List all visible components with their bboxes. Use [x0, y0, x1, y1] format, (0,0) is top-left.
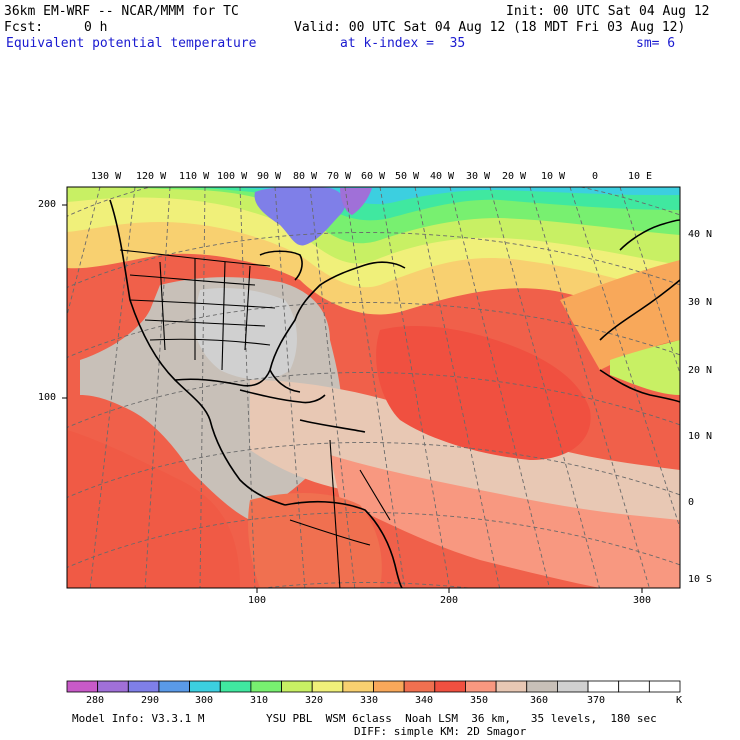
- colorbar-label: 360: [530, 695, 549, 706]
- colorbar-cell: [557, 680, 589, 693]
- lon-label: 30 W: [466, 171, 491, 182]
- field-samerica: [248, 493, 382, 588]
- colorbar-cell: [618, 680, 650, 693]
- lon-label: 0: [592, 171, 599, 182]
- colorbar-cell: [311, 680, 344, 693]
- colorbar-cell: [97, 680, 129, 693]
- colorbar-label: 340: [415, 695, 434, 706]
- coastlines: [109, 199, 680, 588]
- field-sahara-green: [610, 340, 680, 395]
- lon-label: 80 W: [293, 171, 318, 182]
- forecast-hour: 0 h: [84, 20, 108, 35]
- lon-label: 40 W: [430, 171, 455, 182]
- model-info: Model Info: V3.3.1 M: [72, 712, 205, 725]
- colorbar-label: 290: [141, 695, 160, 706]
- political-borders: [119, 249, 391, 588]
- lon-label: 90 W: [257, 171, 282, 182]
- colorbar-label: 370: [587, 695, 606, 706]
- lon-label: 100 W: [217, 171, 248, 182]
- colorbar-label: 310: [250, 695, 269, 706]
- colorbar-label: 330: [360, 695, 379, 706]
- colorbar-label: 280: [86, 695, 105, 706]
- lon-label: 60 W: [361, 171, 386, 182]
- lon-label: 10 W: [541, 171, 566, 182]
- field-name: Equivalent potential temperature: [6, 36, 257, 51]
- init-time: Init: 00 UTC Sat 04 Aug 12: [506, 4, 710, 19]
- physics-line-2: DIFF: simple KM: 2D Smagor: [354, 725, 527, 738]
- colorbar-cell: [219, 680, 252, 693]
- x-tick-label: 100: [248, 595, 267, 606]
- lat-label: 30 N: [688, 297, 713, 308]
- colorbar-cell: [250, 680, 282, 693]
- physics-line-1: YSU PBL WSM 6class Noah LSM 36 km, 35 le…: [266, 712, 657, 725]
- model-title: 36km EM-WRF -- NCAR/MMM for TC: [4, 4, 239, 19]
- lon-label: 20 W: [502, 171, 527, 182]
- colorbar-cell: [66, 680, 99, 693]
- map-field: [67, 187, 680, 588]
- valid-time: Valid: 00 UTC Sat 04 Aug 12 (18 MDT Fri …: [294, 20, 686, 35]
- colorbar-cell: [434, 680, 466, 693]
- x-tick-label: 200: [440, 595, 459, 606]
- colorbar-cell: [158, 680, 190, 693]
- field-plume-light: [193, 288, 297, 380]
- field-europe: [560, 260, 680, 370]
- lon-label: 10 E: [628, 171, 653, 182]
- colorbar-unit: K: [676, 695, 683, 706]
- lon-label: 50 W: [395, 171, 420, 182]
- colorbar-label: 350: [470, 695, 489, 706]
- colorbar-cell: [127, 680, 160, 693]
- y-tick-label: 200: [38, 199, 57, 210]
- map-frame: [66, 186, 681, 589]
- lat-label: 40 N: [688, 229, 713, 240]
- field-tropics-tan: [250, 380, 680, 540]
- colorbar: [66, 680, 681, 693]
- axis-ticks: [62, 204, 643, 593]
- lat-label: 0: [688, 497, 695, 508]
- level-label: at k-index = 35: [340, 36, 466, 51]
- colorbar-cell: [526, 680, 558, 693]
- colorbar-cell: [342, 680, 374, 693]
- lat-label: 10 S: [688, 574, 713, 585]
- colorbar-cell: [465, 680, 497, 693]
- colorbar-cell: [648, 680, 681, 693]
- y-tick-label: 100: [38, 392, 57, 403]
- lon-label: 110 W: [179, 171, 210, 182]
- forecast-label: Fcst:: [4, 20, 44, 35]
- colorbar-cell: [281, 680, 313, 693]
- x-tick-label: 300: [633, 595, 652, 606]
- lon-label: 120 W: [136, 171, 167, 182]
- lat-label: 10 N: [688, 431, 713, 442]
- colorbar-cell: [495, 680, 528, 693]
- smoothing-label: sm= 6: [636, 36, 676, 51]
- colorbar-label: 320: [305, 695, 324, 706]
- colorbar-cell: [403, 680, 436, 693]
- lon-label: 70 W: [327, 171, 352, 182]
- field-tropics-salmon: [330, 455, 680, 588]
- field-epac: [67, 430, 240, 588]
- colorbar-cell: [373, 680, 405, 693]
- lon-label: 130 W: [91, 171, 122, 182]
- colorbar-label: 300: [195, 695, 214, 706]
- colorbar-cell: [587, 680, 620, 693]
- field-cold-290: [254, 187, 346, 246]
- colorbar-cell: [189, 680, 221, 693]
- lat-label: 20 N: [688, 365, 713, 376]
